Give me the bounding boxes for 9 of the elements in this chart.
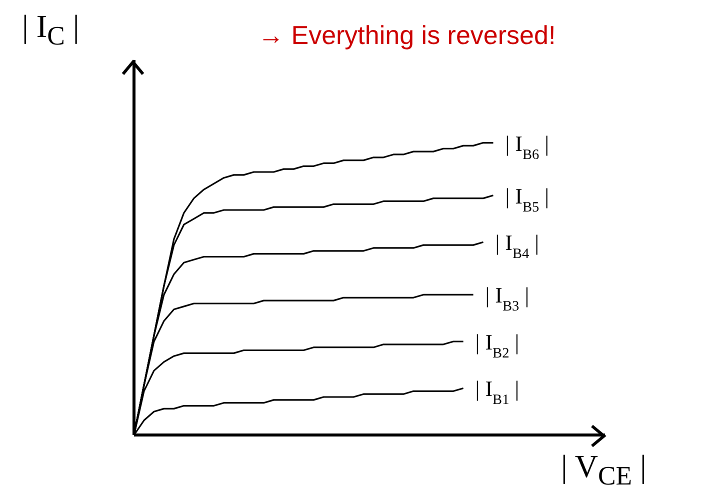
series-label: | I$_{B4}$ | [495, 230, 540, 262]
series-label: | I$_{B6}$ | [505, 130, 550, 163]
series-label: | I$_{B2}$ | [475, 329, 520, 362]
series-label: | I$_{B1}$ | [475, 376, 520, 408]
x-axis-title: | V$_{CE}$ | [561, 448, 646, 492]
series-label: | I$_{B3}$ | [485, 282, 530, 315]
y-axis-title: | I$_{C}$ | [22, 8, 80, 52]
series-label: | I$_{B5}$ | [505, 183, 550, 216]
text: → Everything is reversed! [258, 20, 556, 51]
